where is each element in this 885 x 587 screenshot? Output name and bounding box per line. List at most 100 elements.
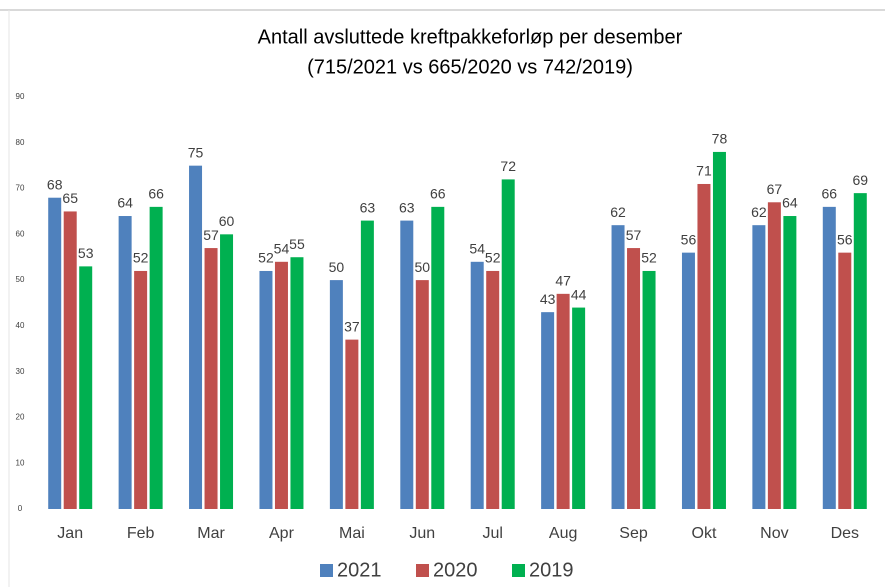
data-label: 62 xyxy=(751,204,767,220)
bar xyxy=(345,339,359,509)
data-label: 50 xyxy=(415,259,431,275)
data-label: 56 xyxy=(681,231,697,247)
data-label: 64 xyxy=(117,195,133,211)
bar xyxy=(431,206,445,509)
data-label: 52 xyxy=(641,250,657,266)
bar xyxy=(572,307,586,509)
data-label: 63 xyxy=(399,199,415,215)
bar xyxy=(360,220,374,509)
x-tick-label: Jan xyxy=(57,525,83,542)
legend-label: 2020 xyxy=(433,559,478,581)
y-tick-label: 10 xyxy=(16,458,25,467)
legend-swatch xyxy=(320,564,333,577)
bar xyxy=(642,270,656,509)
bar xyxy=(415,280,429,509)
legend-label: 2021 xyxy=(337,559,382,581)
data-label: 44 xyxy=(571,286,587,302)
y-tick-label: 0 xyxy=(18,504,23,513)
bar xyxy=(118,216,132,509)
bar xyxy=(486,270,500,509)
data-label: 37 xyxy=(344,318,360,334)
y-tick-label: 30 xyxy=(16,367,25,376)
bar xyxy=(611,225,625,509)
bar xyxy=(329,280,343,509)
data-label: 55 xyxy=(289,236,305,252)
x-tick-label: Nov xyxy=(760,525,788,542)
data-label: 63 xyxy=(360,199,376,215)
bar xyxy=(400,220,414,509)
data-label: 64 xyxy=(782,195,798,211)
y-tick-label: 20 xyxy=(16,413,25,422)
y-tick-label: 70 xyxy=(16,184,25,193)
bar xyxy=(767,202,781,510)
x-tick-label: Mar xyxy=(197,525,225,542)
bar xyxy=(712,151,726,509)
data-label: 72 xyxy=(500,158,516,174)
x-tick-label: Aug xyxy=(549,525,577,542)
data-label: 65 xyxy=(62,190,78,206)
data-label: 56 xyxy=(837,231,853,247)
bar xyxy=(274,261,288,509)
data-label: 57 xyxy=(626,227,642,243)
bar xyxy=(134,270,148,509)
data-label: 54 xyxy=(469,241,485,257)
x-tick-label: Des xyxy=(831,525,859,542)
y-tick-label: 90 xyxy=(16,92,25,101)
bar xyxy=(501,179,515,509)
x-tick-label: Sep xyxy=(619,525,648,542)
bar xyxy=(189,165,203,509)
data-label: 71 xyxy=(696,163,712,179)
bar xyxy=(697,183,711,509)
bar xyxy=(259,270,273,509)
bar xyxy=(822,206,836,509)
data-label: 75 xyxy=(188,144,204,160)
chart-title: Antall avsluttede kreftpakkeforløp per d… xyxy=(258,26,683,48)
y-tick-label: 80 xyxy=(16,138,25,147)
bar xyxy=(783,216,797,509)
y-tick-label: 50 xyxy=(16,275,25,284)
bar xyxy=(220,234,234,510)
bar xyxy=(149,206,163,509)
x-tick-label: Mai xyxy=(339,525,365,542)
data-label: 50 xyxy=(329,259,345,275)
bar xyxy=(556,293,570,509)
bar xyxy=(48,197,62,509)
data-label: 60 xyxy=(219,213,235,229)
data-label: 47 xyxy=(555,273,571,289)
legend-swatch xyxy=(416,564,429,577)
y-tick-label: 60 xyxy=(16,229,25,238)
bar xyxy=(752,225,766,509)
data-label: 62 xyxy=(610,204,626,220)
data-label: 53 xyxy=(78,245,94,261)
bar xyxy=(838,252,852,509)
data-label: 78 xyxy=(712,131,728,147)
bar xyxy=(63,211,77,509)
data-label: 52 xyxy=(133,250,149,266)
data-label: 43 xyxy=(540,291,556,307)
data-label: 54 xyxy=(274,241,290,257)
bar xyxy=(290,257,304,509)
data-label: 52 xyxy=(258,250,274,266)
bar xyxy=(204,248,218,510)
chart-subtitle: (715/2021 vs 665/2020 vs 742/2019) xyxy=(307,56,633,78)
data-label: 69 xyxy=(853,172,869,188)
y-tick-label: 40 xyxy=(16,321,25,330)
data-label: 66 xyxy=(822,186,838,202)
legend-label: 2019 xyxy=(529,559,574,581)
x-tick-label: Okt xyxy=(692,525,717,542)
data-label: 66 xyxy=(430,186,446,202)
bar xyxy=(681,252,695,509)
bar xyxy=(541,312,555,509)
bar xyxy=(79,266,93,509)
data-label: 67 xyxy=(767,181,783,197)
x-tick-label: Jun xyxy=(409,525,435,542)
bar xyxy=(853,193,867,509)
bar xyxy=(627,248,641,510)
data-label: 57 xyxy=(203,227,219,243)
x-tick-label: Feb xyxy=(127,525,155,542)
x-tick-label: Jul xyxy=(482,525,502,542)
data-label: 52 xyxy=(485,250,501,266)
x-tick-label: Apr xyxy=(269,525,295,542)
legend-swatch xyxy=(512,564,525,577)
